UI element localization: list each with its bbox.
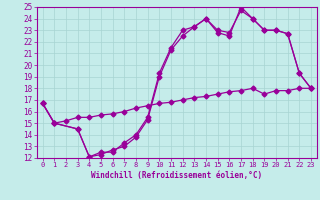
X-axis label: Windchill (Refroidissement éolien,°C): Windchill (Refroidissement éolien,°C) <box>91 171 262 180</box>
